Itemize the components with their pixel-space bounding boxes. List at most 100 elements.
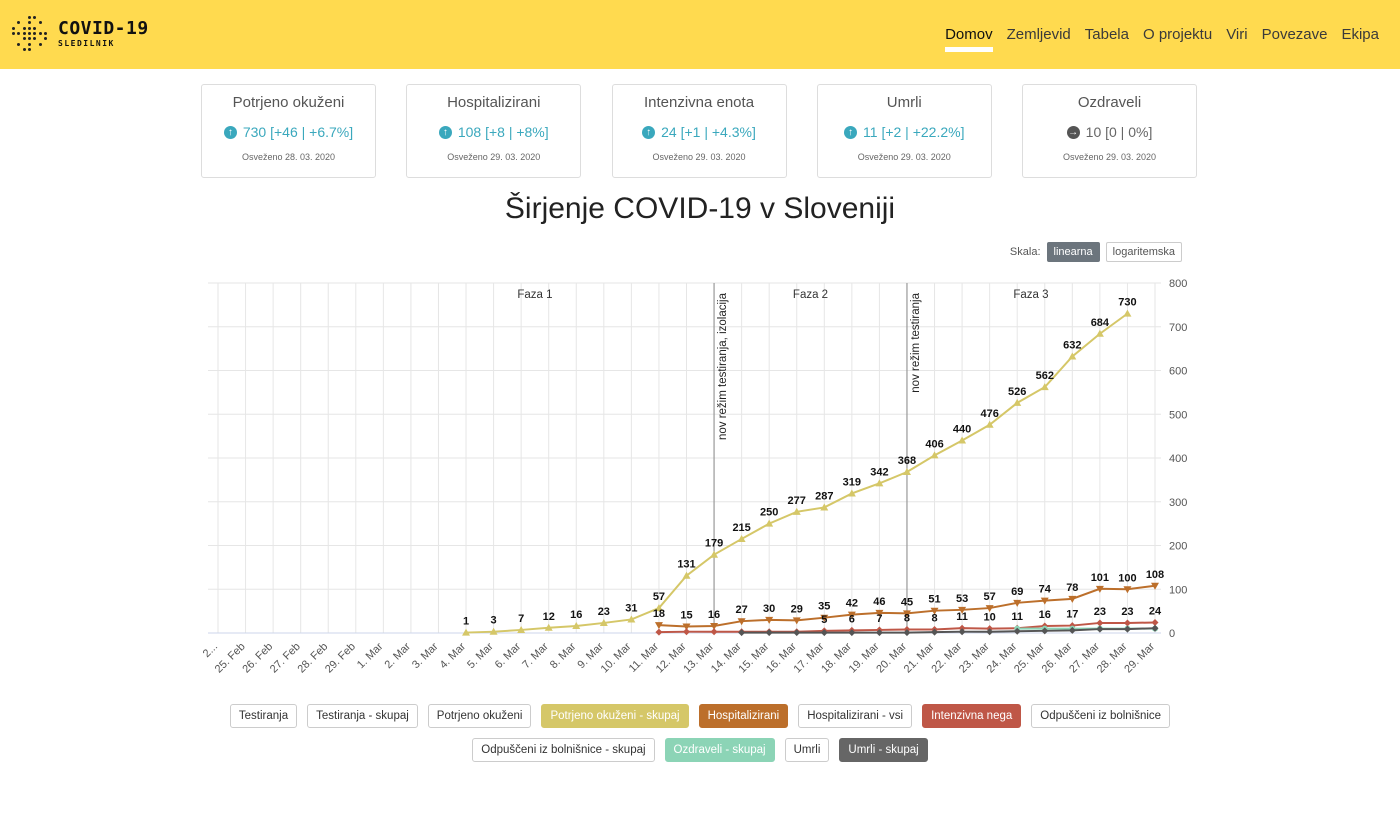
data-label: 23	[1094, 606, 1106, 618]
legend-toggle[interactable]: Hospitalizirani - vsi	[798, 704, 913, 728]
card-title: Ozdraveli	[1077, 94, 1142, 111]
data-label: 23	[598, 606, 610, 618]
nav-o-projektu[interactable]: O projektu	[1142, 26, 1213, 43]
logo[interactable]: COVID-19 SLEDILNIK	[12, 16, 149, 52]
data-point-marker	[737, 618, 746, 626]
nav-domov[interactable]: Domov	[945, 26, 993, 52]
data-point-marker	[902, 468, 911, 475]
data-label: 74	[1039, 584, 1052, 596]
arrow-up-icon: ↑	[438, 125, 452, 139]
data-label: 31	[625, 602, 637, 614]
data-point-marker	[462, 628, 471, 636]
nav-povezave[interactable]: Povezave	[1261, 26, 1328, 43]
data-point-marker	[1095, 329, 1104, 337]
card-date: Osveženo 29. 03. 2020	[652, 152, 746, 162]
y-tick-label: 500	[1169, 409, 1187, 421]
data-point-marker	[1123, 619, 1131, 627]
data-point-marker	[875, 629, 883, 637]
data-point-marker	[765, 519, 774, 527]
data-point-marker	[710, 623, 719, 630]
data-label: 78	[1066, 582, 1078, 594]
legend-row: Odpuščeni iz bolnišnice - skupaj Ozdravel…	[472, 738, 928, 762]
data-point-marker	[682, 571, 691, 579]
data-label: 7	[518, 613, 524, 625]
legend-toggle[interactable]: Intenzivna nega	[922, 704, 1022, 728]
data-point-marker	[1013, 398, 1022, 406]
data-point-marker	[683, 628, 690, 636]
nav-viri[interactable]: Viri	[1226, 26, 1248, 43]
data-point-marker	[820, 614, 829, 622]
legend-toggle[interactable]: Odpuščeni iz bolnišnice	[1031, 704, 1171, 728]
data-label: 45	[901, 596, 913, 608]
data-label: 16	[1039, 609, 1051, 621]
data-label: 440	[953, 424, 971, 436]
data-label: 215	[732, 522, 750, 534]
data-point-marker	[1123, 625, 1131, 633]
scale-linear-button[interactable]: linearna	[1046, 242, 1100, 262]
data-point-marker	[1096, 619, 1104, 627]
data-label: 8	[904, 613, 910, 625]
data-point-marker	[1068, 626, 1076, 634]
data-label: 11	[956, 611, 968, 623]
legend-toggle[interactable]: Potrjeno okuženi - skupaj	[541, 704, 689, 728]
data-point-marker	[848, 629, 856, 637]
data-label: 30	[763, 603, 775, 615]
logo-virus-icon	[12, 16, 48, 52]
app-subtitle: SLEDILNIK	[58, 39, 115, 48]
data-label: 46	[873, 596, 885, 608]
data-label: 69	[1011, 586, 1023, 598]
data-label: 108	[1146, 569, 1164, 581]
data-label: 12	[543, 611, 555, 623]
data-point-marker	[1123, 309, 1132, 317]
data-label: 7	[876, 613, 882, 625]
legend-toggle[interactable]: Potrjeno okuženi	[427, 704, 532, 728]
data-point-marker	[847, 611, 856, 619]
data-label: 131	[677, 559, 695, 571]
nav-tabela[interactable]: Tabela	[1084, 26, 1129, 43]
data-label: 29	[791, 603, 803, 615]
data-point-marker	[847, 489, 856, 497]
phase-label: Faza 3	[1013, 289, 1048, 301]
data-point-marker	[1096, 625, 1104, 633]
card-value-text: 11 [+2 | +22.2%]	[863, 124, 965, 140]
data-point-marker	[765, 629, 773, 637]
data-point-marker	[958, 606, 967, 614]
data-label: 101	[1091, 572, 1109, 584]
data-point-marker	[710, 550, 719, 558]
data-point-marker	[738, 629, 746, 637]
x-tick-label: 3. Mar	[410, 640, 441, 671]
data-point-marker	[655, 628, 663, 636]
x-tick-label: 4. Mar	[438, 640, 469, 671]
legend-toggle[interactable]: Ozdraveli - skupaj	[664, 738, 775, 762]
legend-toggle[interactable]: Testiranja	[229, 704, 298, 728]
legend-toggle[interactable]: Testiranja - skupaj	[307, 704, 418, 728]
plot-line-label: nov režim testiranja	[910, 292, 922, 392]
legend-toggle[interactable]: Umrli - skupaj	[839, 738, 928, 762]
data-point-marker	[931, 628, 939, 636]
stat-card-hospitalized: Hospitalizirani ↑ 108 [+8 | +8%] Osveženo…	[406, 84, 582, 178]
scale-switch: Skala: linearna logaritemska	[1010, 242, 1182, 262]
data-point-marker	[792, 617, 801, 625]
data-point-marker	[1151, 619, 1159, 626]
data-label: 5	[821, 614, 827, 626]
data-point-marker	[985, 420, 994, 428]
data-point-marker	[627, 615, 636, 623]
nav-ekipa[interactable]: Ekipa	[1341, 26, 1379, 43]
data-label: 100	[1118, 572, 1136, 584]
legend-toggle[interactable]: Umrli	[784, 738, 830, 762]
card-value: ↑ 24 [+1 | +4.3%]	[613, 124, 786, 140]
scale-log-button[interactable]: logaritemska	[1105, 242, 1182, 262]
nav-zemljevid[interactable]: Zemljevid	[1006, 26, 1071, 43]
legend-toggle[interactable]: Odpuščeni iz bolnišnice - skupaj	[472, 738, 655, 762]
data-label: 35	[818, 601, 830, 613]
card-value: ↑ 108 [+8 | +8%]	[407, 124, 580, 140]
y-tick-label: 700	[1169, 322, 1187, 334]
legend-toggle[interactable]: Hospitalizirani	[698, 704, 789, 728]
x-tick-label: 5. Mar	[465, 640, 496, 671]
data-label: 24	[1149, 606, 1162, 618]
data-point-marker	[654, 622, 663, 630]
data-label: 51	[928, 594, 940, 606]
stats-cards: Potrjeno okuženi ↑ 730 [+46 | +6.7%] Osve…	[201, 84, 1197, 178]
data-point-marker	[1095, 585, 1104, 593]
